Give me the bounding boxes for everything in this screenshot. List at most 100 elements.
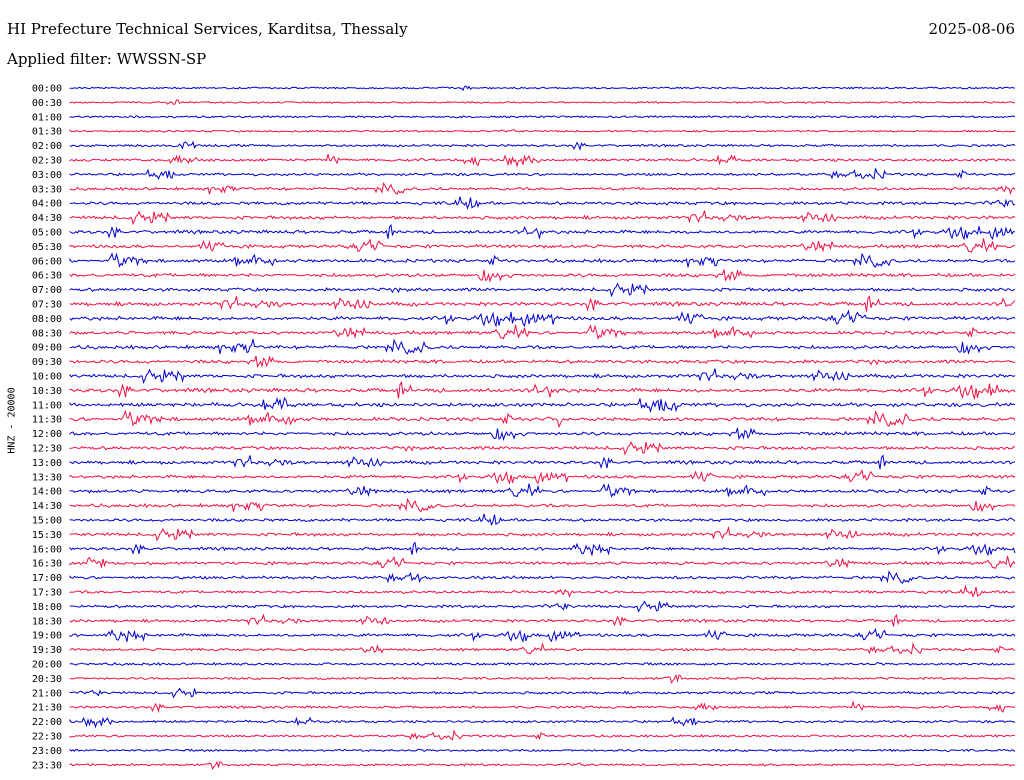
row-time-label: 10:00	[32, 372, 62, 383]
trace-line	[69, 454, 1016, 470]
row-time-label: 23:30	[32, 760, 62, 771]
row-time-label: 08:30	[32, 328, 62, 339]
row-time-label: 02:00	[32, 141, 62, 152]
trace-line	[69, 760, 1016, 770]
row-time-label: 03:00	[32, 170, 62, 181]
trace-line	[69, 282, 1016, 298]
trace-line	[69, 541, 1016, 557]
row-time-label: 13:00	[32, 458, 62, 469]
trace-line	[69, 497, 1016, 513]
trace-line	[69, 324, 1016, 340]
row-time-label: 09:00	[32, 343, 62, 354]
trace-line	[69, 628, 1016, 643]
trace-line	[69, 674, 1016, 684]
trace-line	[69, 338, 1016, 355]
trace-line	[69, 687, 1016, 699]
row-time-label: 21:30	[32, 703, 62, 714]
trace-line	[69, 355, 1016, 369]
row-time-label: 05:00	[32, 228, 62, 239]
row-time-label: 17:00	[32, 573, 62, 584]
row-time-label: 03:30	[32, 184, 62, 195]
row-time-label: 01:00	[32, 112, 62, 123]
trace-line	[69, 642, 1016, 655]
trace-line	[69, 409, 1016, 429]
trace-line	[69, 368, 1016, 385]
row-time-label: 18:00	[32, 602, 62, 613]
row-time-label: 21:00	[32, 688, 62, 699]
trace-line	[69, 252, 1016, 268]
trace-line	[69, 513, 1016, 527]
row-time-label: 14:30	[32, 501, 62, 512]
trace-line	[69, 729, 1016, 741]
row-time-label: 19:00	[32, 631, 62, 642]
row-time-label: 22:00	[32, 717, 62, 728]
trace-line	[69, 210, 1016, 226]
trace-line	[69, 140, 1016, 152]
row-time-label: 12:30	[32, 444, 62, 455]
row-time-label: 06:00	[32, 256, 62, 267]
trace-line	[69, 556, 1016, 570]
row-time-label: 23:00	[32, 746, 62, 757]
trace-line	[69, 115, 1016, 119]
trace-line	[69, 168, 1016, 180]
record-date: 2025-08-06	[928, 20, 1015, 38]
trace-line	[69, 469, 1016, 485]
trace-line	[69, 295, 1016, 312]
trace-line	[69, 154, 1016, 169]
row-time-label: 15:00	[32, 516, 62, 527]
page-title: HI Prefecture Technical Services, Kardit…	[7, 20, 408, 38]
row-time-label: 11:30	[32, 415, 62, 426]
trace-line	[69, 570, 1016, 584]
trace-line	[69, 483, 1016, 498]
row-time-label: 00:30	[32, 98, 62, 109]
row-time-label: 10:30	[32, 386, 62, 397]
trace-line	[69, 99, 1016, 105]
row-time-label: 11:00	[32, 400, 62, 411]
row-time-label: 07:00	[32, 285, 62, 296]
trace-line	[69, 223, 1016, 241]
trace-line	[69, 661, 1016, 667]
row-time-label: 04:30	[32, 213, 62, 224]
row-time-label: 14:00	[32, 487, 62, 498]
row-time-label: 16:30	[32, 559, 62, 570]
row-time-label: 06:30	[32, 271, 62, 282]
filter-label: Applied filter: WWSSN-SP	[7, 50, 207, 68]
row-time-label: 07:30	[32, 300, 62, 311]
trace-line	[69, 381, 1016, 401]
row-time-label: 17:30	[32, 588, 62, 599]
trace-line	[69, 129, 1016, 133]
row-time-label: 20:00	[32, 660, 62, 671]
row-time-label: 02:30	[32, 156, 62, 167]
trace-line	[69, 440, 1016, 456]
trace-line	[69, 525, 1016, 542]
trace-line	[69, 584, 1016, 598]
trace-line	[69, 716, 1016, 729]
row-time-label: 22:30	[32, 732, 62, 743]
row-time-label: 00:00	[32, 84, 62, 95]
row-time-label: 16:00	[32, 544, 62, 555]
row-time-label: 05:30	[32, 242, 62, 253]
trace-line	[69, 396, 1016, 413]
trace-line	[69, 600, 1016, 613]
row-time-label: 18:30	[32, 616, 62, 627]
row-time-label: 15:30	[32, 530, 62, 541]
trace-line	[69, 613, 1016, 627]
trace-line	[69, 309, 1016, 328]
trace-line	[69, 196, 1016, 210]
row-time-label: 09:30	[32, 357, 62, 368]
row-time-label: 13:30	[32, 472, 62, 483]
trace-line	[69, 238, 1016, 253]
row-time-label: 01:30	[32, 127, 62, 138]
trace-line	[69, 268, 1016, 283]
row-time-label: 12:00	[32, 429, 62, 440]
row-time-label: 20:30	[32, 674, 62, 685]
trace-line	[69, 85, 1016, 92]
trace-line	[69, 182, 1016, 195]
row-time-label: 04:00	[32, 199, 62, 210]
trace-line	[69, 700, 1016, 714]
row-time-label: 19:30	[32, 645, 62, 656]
row-time-label: 08:00	[32, 314, 62, 325]
trace-line	[69, 748, 1016, 753]
trace-line	[69, 427, 1016, 442]
